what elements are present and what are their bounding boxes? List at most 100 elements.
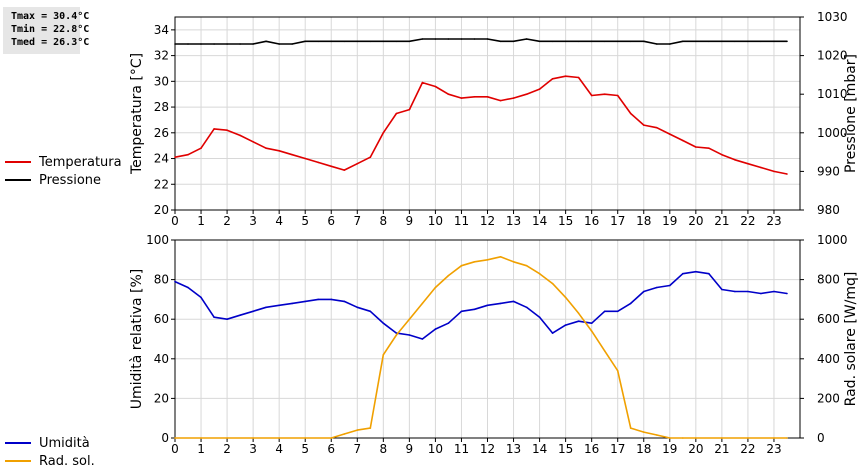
panel-2-series-0-point: [590, 322, 593, 325]
panel-1-series-1-point: [395, 40, 398, 43]
panel-1-x-tick-label: 1: [197, 214, 205, 228]
panel-1-series-1-point: [616, 40, 619, 43]
panel-1-series-0-point: [382, 132, 385, 134]
panel-2-series-1-point: [773, 437, 775, 439]
stat-tmax: Tmax = 30.4°C: [11, 11, 90, 22]
panel-1-series-1-point: [460, 38, 463, 40]
panel-1-series-0-point: [252, 141, 254, 143]
panel-1-x-tick-label: 5: [301, 214, 309, 228]
panel-2-series-0-point: [265, 306, 267, 309]
panel-1-series-1-point: [564, 40, 567, 43]
panel-1-series-1-point: [486, 38, 489, 40]
panel-1-series-1-point: [760, 40, 762, 43]
panel-1-series-0-point: [447, 93, 450, 95]
panel-2-series-0-point: [708, 272, 710, 275]
panel-2-x-tick-label: 12: [480, 442, 495, 456]
panel-1-series-0-point: [239, 134, 241, 137]
panel-1-series-0-point: [682, 139, 684, 142]
panel-2-x-tick-label: 20: [688, 442, 703, 456]
panel-2-y-axis-title: Umidità relativa [%]: [129, 269, 145, 410]
panel-2-series-1-point: [616, 369, 619, 372]
panel-1-series-0-point: [434, 85, 437, 88]
panel-1-y2-tick-label: 980: [817, 203, 840, 217]
legend-swatch-umidita: [5, 442, 31, 444]
panel-1-series-0-point: [512, 97, 515, 99]
panel-1-y2-tick-label: 990: [817, 164, 840, 178]
panel-2-series-1-point: [682, 437, 684, 439]
panel-2-series-0-point: [356, 306, 359, 309]
panel-1-series-0-point: [551, 78, 554, 80]
panel-2-series-1-point: [590, 330, 593, 332]
panel-1-series-0-point: [473, 96, 476, 98]
panel-2-x-tick-label: 11: [454, 442, 469, 456]
panel-2-series-1-point: [512, 261, 515, 263]
panel-2-series-0-point: [447, 322, 450, 325]
panel-1-y-axis-title: Temperatura [°C]: [129, 53, 145, 175]
panel-2-series-1-point: [460, 264, 463, 267]
panel-1-series-1-point: [356, 40, 359, 43]
panel-1-x-tick-label: 15: [558, 214, 573, 228]
panel-2-series-0-point: [603, 310, 606, 313]
panel-1-x-tick-label: 2: [223, 214, 231, 228]
panel-2-x-tick-label: 14: [532, 442, 547, 456]
panel-2-series-1-point: [330, 437, 333, 439]
panel-1-y2-axis-title: Pressione [mbar]: [843, 54, 859, 173]
panel-2-x-tick-label: 10: [428, 442, 443, 456]
legend-item-pressione: Pressione: [5, 171, 122, 189]
panel-2-series-0-point: [369, 310, 372, 313]
panel-2-x-tick-label: 5: [301, 442, 309, 456]
panel-2-series-1-point: [525, 264, 528, 267]
panel-1-series-1-point: [747, 40, 749, 43]
panel-2-series-0-point: [239, 314, 241, 317]
panel-2-series-0-point: [773, 290, 775, 293]
panel-1-x-tick-label: 7: [353, 214, 361, 228]
stats-box: Tmax = 30.4°C Tmin = 22.8°C Tmed = 26.3°…: [3, 7, 90, 54]
panel-1-series-0-point: [421, 81, 424, 84]
panel-1-series-0-point: [786, 173, 788, 175]
panel-1-series-0-point: [317, 161, 320, 164]
panel-1-series-0-point: [577, 76, 580, 79]
panel-2-series-1-point: [643, 431, 645, 433]
panel-1-series-0-point: [773, 170, 775, 173]
panel-1-x-tick-label: 12: [480, 214, 495, 228]
panel-2-frame: [174, 239, 801, 439]
panel-1-series-1-point: [551, 40, 554, 43]
panel-2-x-tick-label: 16: [584, 442, 599, 456]
legend-label-pressione: Pressione: [39, 172, 102, 188]
panel-2-series-1-point: [473, 261, 476, 263]
panel-2-series-0-point: [187, 286, 189, 289]
panel-1-series-1-point: [200, 43, 202, 45]
legend-item-temperatura: Temperatura: [5, 153, 122, 171]
panel-2-series-0-point: [343, 300, 346, 303]
panel-1-series-1-point: [343, 40, 346, 43]
panel-1-series-1-point: [525, 38, 528, 40]
panel-1-series-1-point: [317, 40, 320, 43]
panel-2-series-1-point: [226, 437, 228, 439]
panel-1-series-0-point: [643, 124, 645, 126]
panel-2-series-0-point: [499, 302, 502, 305]
panel-1-series-0-point: [669, 133, 671, 135]
panel-1-series-0-point: [356, 162, 359, 165]
panel-1-series-1-point: [408, 40, 411, 43]
panel-2-series-1-point: [747, 437, 749, 439]
panel-2-series-1-point: [421, 302, 424, 305]
panel-1-series-0-point: [304, 157, 307, 160]
panel-2-y-tick-label: 80: [154, 273, 169, 287]
panel-2-x-tick-label: 4: [275, 442, 283, 456]
panel-2-series-0-point: [317, 298, 320, 301]
panel-1-y-tick-label: 26: [154, 126, 169, 140]
panel-1-series-1-point: [577, 40, 580, 43]
panel-1-y-tick-label: 24: [154, 152, 169, 166]
panel-1-series-0-point: [760, 166, 762, 169]
panel-2-series-0-point: [434, 328, 437, 330]
panel-1-series-1-point: [434, 38, 437, 40]
panel-1-series-0-point: [330, 165, 333, 168]
panel-1-series-1-point: [643, 40, 645, 43]
panel-1-series-1-point: [538, 40, 541, 43]
panel-2-series-1-point: [304, 437, 307, 439]
panel-2-x-tick-label: 0: [171, 442, 179, 456]
panel-1-x-tick-label: 19: [662, 214, 677, 228]
panel-2-x-tick-label: 19: [662, 442, 677, 456]
panel-1-x-tick-label: 22: [740, 214, 755, 228]
panel-2-x-tick-label: 21: [714, 442, 729, 456]
